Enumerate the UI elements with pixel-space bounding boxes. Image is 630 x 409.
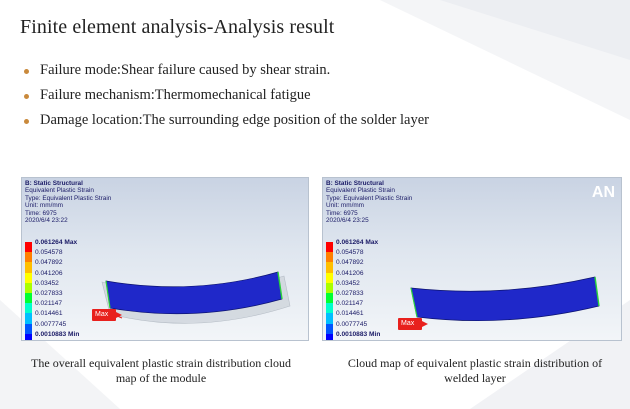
result-header: B: Static Structural Equivalent Plastic … [326, 180, 412, 224]
bullet-item: Damage location:The surrounding edge pos… [22, 108, 442, 133]
legend-swatch [326, 313, 333, 324]
max-tag: Max [95, 311, 109, 318]
legend-value: 0.027833 [35, 289, 63, 297]
legend-swatch [25, 242, 32, 253]
legend-swatch [25, 303, 32, 314]
legend-swatch [326, 303, 333, 314]
max-tag: Max [401, 320, 415, 327]
legend-value: 0.0010883 Min [336, 330, 381, 338]
legend-swatch [25, 282, 32, 293]
header-line: Equivalent Plastic Strain [25, 187, 94, 195]
legend-value: 0.0010883 Min [35, 330, 80, 338]
bullet-dot [24, 69, 29, 74]
header-line: Equivalent Plastic Strain [326, 187, 395, 195]
header-line: Type: Equivalent Plastic Strain [25, 194, 112, 202]
legend-swatch [25, 262, 32, 273]
legend-value: 0.03452 [336, 279, 360, 287]
legend-swatch [326, 262, 333, 273]
legend-swatch [25, 323, 32, 334]
legend-swatch [326, 323, 333, 334]
header-line: Type: Equivalent Plastic Strain [326, 194, 413, 202]
header-line: Time: 6975 [326, 209, 358, 217]
header-line: Unit: mm/mm [326, 202, 364, 210]
legend-swatch [326, 272, 333, 283]
legend-value: 0.041206 [336, 269, 364, 277]
legend-value: 0.03452 [35, 279, 59, 287]
legend-value: 0.014461 [336, 310, 364, 318]
figure-caption: Cloud map of equivalent plastic strain d… [347, 356, 603, 385]
legend-value: 0.054578 [35, 249, 63, 257]
legend-swatch [25, 333, 32, 340]
legend-swatch [25, 252, 32, 263]
result-header: B: Static Structural Equivalent Plastic … [25, 180, 111, 224]
header-line: 2020/6/4 23:22 [25, 217, 68, 225]
ansys-logo: AN [591, 184, 615, 201]
header-line: Time: 6975 [25, 209, 57, 217]
legend-value: 0.047892 [336, 259, 364, 267]
legend-swatch [326, 292, 333, 304]
bullet-list: Failure mode:Shear failure caused by she… [22, 58, 442, 133]
bullet-text: Failure mode:Shear failure caused by she… [40, 62, 331, 78]
fea-result-image-module: B: Static Structural Equivalent Plastic … [21, 177, 309, 341]
legend-swatch [25, 313, 32, 324]
module-model-render [92, 271, 291, 324]
slide-title: Finite element analysis-Analysis result [20, 16, 335, 38]
legend-value: 0.014461 [35, 310, 63, 318]
legend-swatch [326, 252, 333, 263]
legend-swatch [25, 292, 32, 304]
header-line: 2020/6/4 23:25 [326, 217, 369, 225]
bullet-text: Failure mechanism:Thermomechanical fatig… [40, 87, 311, 103]
header-line: B: Static Structural [25, 180, 83, 187]
header-line: B: Static Structural [326, 180, 384, 187]
bullet-item: Failure mode:Shear failure caused by she… [22, 58, 442, 83]
weld-layer-model-render [398, 276, 600, 330]
legend-value: 0.0077745 [336, 320, 368, 328]
legend-swatch [25, 272, 32, 283]
legend-value: 0.061264 Max [35, 239, 78, 246]
legend-value: 0.0077745 [35, 320, 67, 328]
legend-swatch [326, 282, 333, 293]
fea-result-image-weld-layer: B: Static Structural Equivalent Plastic … [322, 177, 622, 341]
legend-swatch [326, 242, 333, 253]
bullet-text: Damage location:The surrounding edge pos… [40, 112, 429, 128]
legend-value: 0.061264 Max [336, 239, 379, 246]
bullet-dot [24, 119, 29, 124]
header-line: Unit: mm/mm [25, 202, 63, 210]
bullet-item: Failure mechanism:Thermomechanical fatig… [22, 83, 442, 108]
legend-value: 0.047892 [35, 259, 63, 267]
figure-caption: The overall equivalent plastic strain di… [31, 356, 291, 385]
legend-value: 0.021147 [35, 300, 63, 308]
legend-value: 0.054578 [336, 249, 364, 257]
bullet-dot [24, 94, 29, 99]
legend-value: 0.021147 [336, 300, 364, 308]
legend-value: 0.027833 [336, 289, 364, 297]
legend-swatch [326, 333, 333, 340]
legend-value: 0.041206 [35, 269, 63, 277]
